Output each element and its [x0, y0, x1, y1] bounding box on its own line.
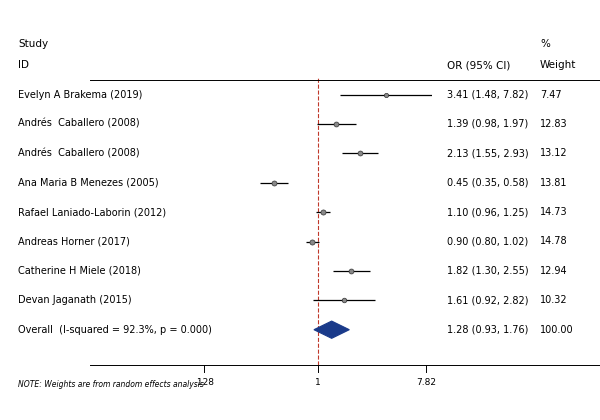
Text: 7.82: 7.82: [416, 378, 436, 387]
Text: Andreas Horner (2017): Andreas Horner (2017): [18, 236, 130, 247]
Text: 100.00: 100.00: [540, 325, 574, 335]
Text: 1.10 (0.96, 1.25): 1.10 (0.96, 1.25): [447, 207, 529, 217]
Text: OR (95% CI): OR (95% CI): [447, 60, 511, 70]
Text: 2.13 (1.55, 2.93): 2.13 (1.55, 2.93): [447, 148, 529, 158]
Text: 0.45 (0.35, 0.58): 0.45 (0.35, 0.58): [447, 178, 529, 188]
Text: 0.90 (0.80, 1.02): 0.90 (0.80, 1.02): [447, 236, 528, 247]
Text: Devan Jaganath (2015): Devan Jaganath (2015): [18, 295, 131, 305]
Text: 13.12: 13.12: [540, 148, 568, 158]
Text: 1.61 (0.92, 2.82): 1.61 (0.92, 2.82): [447, 295, 529, 305]
Text: 1: 1: [315, 378, 321, 387]
Text: 1.39 (0.98, 1.97): 1.39 (0.98, 1.97): [447, 119, 528, 129]
Text: Overall  (I-squared = 92.3%, p = 0.000): Overall (I-squared = 92.3%, p = 0.000): [18, 325, 212, 335]
Text: ID: ID: [18, 60, 29, 70]
Text: 14.78: 14.78: [540, 236, 568, 247]
Text: Ana Maria B Menezes (2005): Ana Maria B Menezes (2005): [18, 178, 158, 188]
Text: Andrés  Caballero (2008): Andrés Caballero (2008): [18, 148, 140, 158]
Text: Rafael Laniado-Laborin (2012): Rafael Laniado-Laborin (2012): [18, 207, 166, 217]
Text: Evelyn A Brakema (2019): Evelyn A Brakema (2019): [18, 89, 142, 100]
Text: 14.73: 14.73: [540, 207, 568, 217]
Text: 1.82 (1.30, 2.55): 1.82 (1.30, 2.55): [447, 266, 529, 276]
Text: 1.28 (0.93, 1.76): 1.28 (0.93, 1.76): [447, 325, 529, 335]
Text: Andrés  Caballero (2008): Andrés Caballero (2008): [18, 119, 140, 129]
Text: %: %: [540, 39, 550, 49]
Text: 7.47: 7.47: [540, 89, 562, 100]
Text: Catherine H Miele (2018): Catherine H Miele (2018): [18, 266, 141, 276]
Text: Study: Study: [18, 39, 48, 49]
Text: NOTE: Weights are from random effects analysis: NOTE: Weights are from random effects an…: [18, 380, 204, 389]
Text: 12.94: 12.94: [540, 266, 568, 276]
Text: 13.81: 13.81: [540, 178, 568, 188]
Polygon shape: [314, 321, 349, 339]
Text: 10.32: 10.32: [540, 295, 568, 305]
Text: 3.41 (1.48, 7.82): 3.41 (1.48, 7.82): [447, 89, 529, 100]
Text: .128: .128: [194, 378, 214, 387]
Text: 12.83: 12.83: [540, 119, 568, 129]
Text: Weight: Weight: [540, 60, 577, 70]
